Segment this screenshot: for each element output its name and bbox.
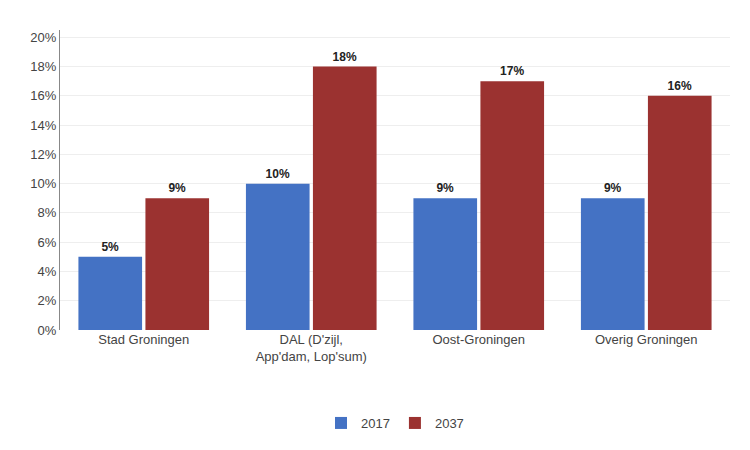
svg-text:DAL (D'zijl,App'dam, Lop'sum): DAL (D'zijl,App'dam, Lop'sum) xyxy=(256,332,367,364)
svg-text:16%: 16% xyxy=(668,79,692,93)
svg-text:8%: 8% xyxy=(38,205,57,220)
svg-text:18%: 18% xyxy=(333,50,357,64)
svg-text:2037: 2037 xyxy=(435,416,464,431)
svg-text:Stad Groningen: Stad Groningen xyxy=(98,332,189,347)
svg-text:5%: 5% xyxy=(101,240,119,254)
svg-text:2%: 2% xyxy=(38,293,57,308)
svg-text:0%: 0% xyxy=(38,323,57,338)
svg-text:Overig Groningen: Overig Groningen xyxy=(595,332,698,347)
svg-text:9%: 9% xyxy=(436,181,454,195)
svg-text:6%: 6% xyxy=(38,235,57,250)
svg-text:10%: 10% xyxy=(266,167,290,181)
svg-text:14%: 14% xyxy=(30,118,56,133)
svg-text:20%: 20% xyxy=(30,30,56,45)
svg-text:10%: 10% xyxy=(30,176,56,191)
svg-text:16%: 16% xyxy=(30,88,56,103)
svg-text:4%: 4% xyxy=(38,264,57,279)
svg-text:18%: 18% xyxy=(30,59,56,74)
svg-text:12%: 12% xyxy=(30,147,56,162)
svg-text:17%: 17% xyxy=(500,64,524,78)
svg-text:9%: 9% xyxy=(168,181,186,195)
svg-text:9%: 9% xyxy=(604,181,622,195)
svg-text:Oost-Groningen: Oost-Groningen xyxy=(433,332,526,347)
svg-text:2017: 2017 xyxy=(361,416,390,431)
